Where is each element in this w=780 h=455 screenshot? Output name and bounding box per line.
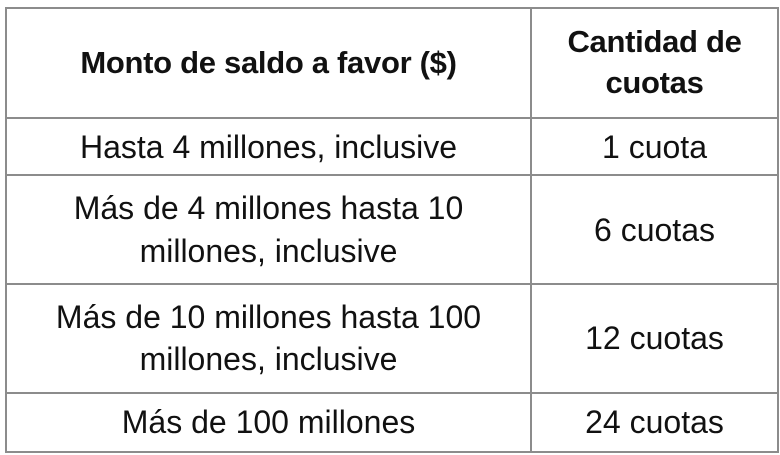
table-row: Más de 4 millones hasta 10 millones, inc…: [5, 174, 779, 285]
cell-installments: 12 cuotas: [530, 282, 779, 394]
header-amount: Monto de saldo a favor ($): [5, 7, 532, 119]
table-row: Hasta 4 millones, inclusive 1 cuota: [5, 116, 779, 177]
table-header-row: Monto de saldo a favor ($) Cantidad de c…: [5, 7, 779, 119]
cell-amount: Más de 4 millones hasta 10 millones, inc…: [5, 174, 532, 285]
table-row: Más de 100 millones 24 cuotas: [5, 391, 779, 454]
cell-amount: Más de 100 millones: [5, 391, 532, 454]
header-installments: Cantidad de cuotas: [530, 7, 779, 119]
installments-table: Monto de saldo a favor ($) Cantidad de c…: [5, 7, 779, 454]
cell-installments: 6 cuotas: [530, 174, 779, 285]
cell-installments: 1 cuota: [530, 116, 779, 177]
table-row: Más de 10 millones hasta 100 millones, i…: [5, 282, 779, 394]
cell-installments: 24 cuotas: [530, 391, 779, 454]
cell-amount: Hasta 4 millones, inclusive: [5, 116, 532, 177]
cell-amount: Más de 10 millones hasta 100 millones, i…: [5, 282, 532, 394]
installments-table-container: Monto de saldo a favor ($) Cantidad de c…: [5, 7, 779, 454]
